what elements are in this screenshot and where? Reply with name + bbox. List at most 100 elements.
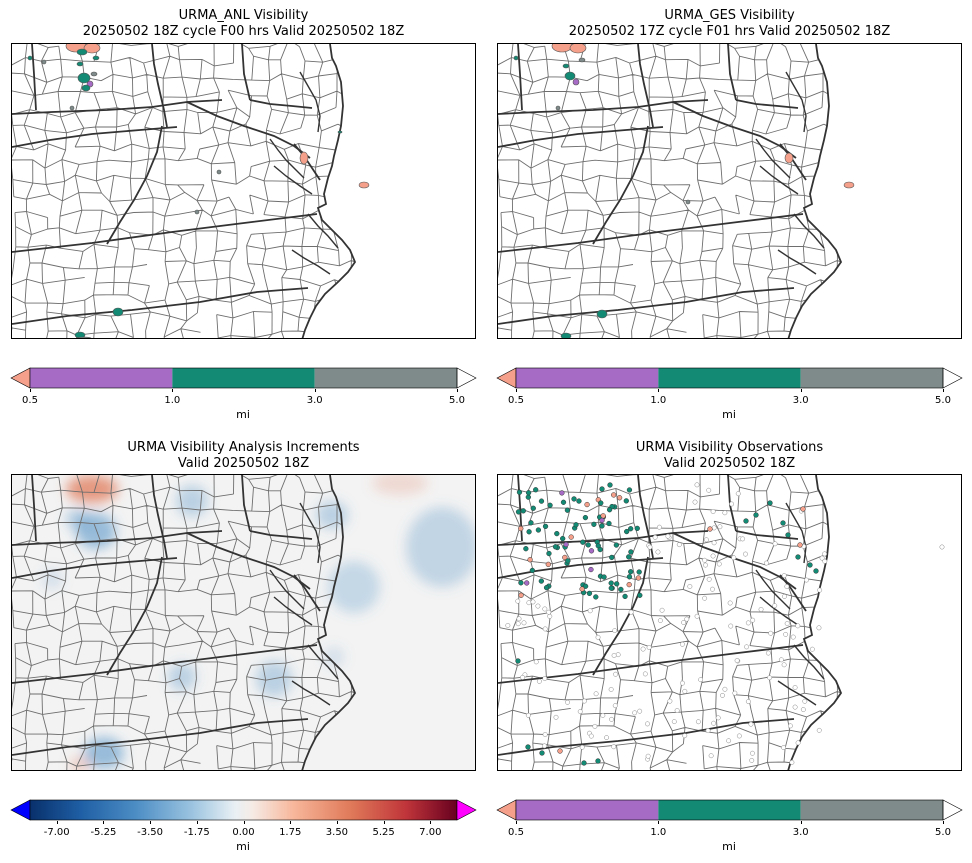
ges-visibility-field xyxy=(513,44,855,338)
anl-low-visibility-area xyxy=(90,71,98,77)
obs-observation-marker xyxy=(702,557,708,563)
obs-observation-marker xyxy=(626,574,633,580)
obs-observation-marker xyxy=(795,623,801,629)
obs-observation-marker xyxy=(554,530,560,537)
inc-increment-blob xyxy=(324,647,344,667)
obs-observation-marker xyxy=(782,593,787,599)
obs-observation-marker xyxy=(530,505,536,511)
obs-map[interactable] xyxy=(497,474,962,771)
anl-low-visibility-area xyxy=(92,55,100,61)
obs-observation-marker xyxy=(647,544,653,550)
obs-observation-marker xyxy=(780,520,786,526)
obs-observation-marker xyxy=(624,528,630,535)
obs-observation-marker xyxy=(571,496,577,502)
ges-colorbar-tick-mark xyxy=(516,389,517,392)
inc-colorbar-tick-mark xyxy=(383,821,385,824)
obs-observation-marker xyxy=(536,678,542,684)
obs-observation-marker xyxy=(710,553,716,559)
anl-low-visibility-area xyxy=(216,169,222,175)
ges-colorbar-tick-label: 5.0 xyxy=(935,395,951,406)
inc-colorbar-over-extension xyxy=(456,799,477,821)
ges-map[interactable] xyxy=(497,43,962,339)
obs-observation-marker xyxy=(772,541,778,547)
obs-observation-marker xyxy=(802,698,808,704)
obs-observation-marker xyxy=(628,609,634,615)
obs-observation-marker xyxy=(635,575,642,581)
ges-colorbar-segment xyxy=(516,368,659,388)
inc-coastline xyxy=(301,475,357,770)
obs-title-line1: URMA Visibility Observations xyxy=(635,440,824,455)
obs-observation-marker xyxy=(608,686,614,692)
ges-colorbar-under-extension xyxy=(496,367,517,389)
obs-station-observations xyxy=(505,482,945,766)
obs-observation-marker xyxy=(611,652,617,658)
obs-observation-marker xyxy=(542,676,548,681)
anl-map[interactable] xyxy=(11,43,476,339)
anl-title: URMA_ANL Visibility 20250502 18Z cycle F… xyxy=(11,8,476,40)
obs-observation-marker xyxy=(588,733,594,739)
obs-observation-marker xyxy=(595,634,601,640)
inc-increment-blob xyxy=(406,507,475,587)
obs-observation-marker xyxy=(565,558,571,564)
obs-observation-marker xyxy=(515,658,521,664)
inc-increment-blob xyxy=(70,757,90,770)
obs-observation-marker xyxy=(599,523,605,529)
anl-colorbar-tick-label: 3.0 xyxy=(306,395,323,406)
obs-observation-marker xyxy=(591,521,597,527)
obs-observation-marker xyxy=(682,733,688,739)
obs-observation-marker xyxy=(681,620,687,625)
obs-observation-marker xyxy=(546,609,552,615)
obs-observation-marker xyxy=(604,735,610,741)
anl-low-visibility-area xyxy=(299,151,309,165)
obs-observation-marker xyxy=(628,549,634,555)
anl-low-visibility-area xyxy=(76,336,92,338)
obs-observation-marker xyxy=(728,623,734,629)
obs-observation-marker xyxy=(655,549,661,555)
obs-observation-marker xyxy=(632,710,638,716)
obs-observation-marker xyxy=(783,631,789,637)
obs-colorbar xyxy=(496,799,963,821)
obs-observation-marker xyxy=(530,599,536,605)
obs-observation-marker xyxy=(553,714,559,720)
ges-low-visibility-area xyxy=(572,78,580,86)
obs-observation-marker xyxy=(598,500,604,506)
obs-observation-marker xyxy=(626,487,633,493)
obs-observation-marker xyxy=(749,757,755,763)
ges-low-visibility-area xyxy=(551,44,573,53)
inc-increment-blob xyxy=(168,663,196,691)
anl-colorbar-tick-label: 5.0 xyxy=(449,395,465,406)
obs-observation-marker xyxy=(505,623,511,628)
obs-observation-marker xyxy=(784,584,790,589)
inc-title-line2: Valid 20250502 18Z xyxy=(177,456,310,471)
obs-observation-marker xyxy=(665,533,671,539)
inc-colorbar-tick-label: 5.25 xyxy=(372,827,395,838)
anl-colorbar-tick-mark xyxy=(457,389,458,392)
obs-observation-marker xyxy=(526,600,532,606)
obs-observation-marker xyxy=(595,758,601,764)
anl-colorbar-tick-mark xyxy=(314,389,316,392)
obs-observation-marker xyxy=(682,688,688,694)
obs-observation-marker xyxy=(562,554,568,561)
anl-low-visibility-area xyxy=(77,72,91,84)
inc-colorbar-tick-label: 3.50 xyxy=(325,827,349,838)
inc-colorbar-tick-mark xyxy=(290,821,292,824)
obs-coastline xyxy=(787,475,843,770)
inc-map[interactable] xyxy=(11,474,476,771)
ges-low-visibility-area xyxy=(564,71,576,81)
obs-observation-marker xyxy=(580,539,586,545)
obs-observation-marker xyxy=(582,514,589,521)
obs-observation-marker xyxy=(767,675,773,681)
obs-observation-marker xyxy=(642,671,648,677)
obs-observation-marker xyxy=(576,498,582,504)
obs-county-boundaries xyxy=(498,475,841,770)
obs-observation-marker xyxy=(515,509,522,515)
obs-observation-marker xyxy=(628,526,634,532)
obs-observation-marker xyxy=(734,658,740,664)
obs-observation-marker xyxy=(706,576,712,582)
inc-increment-blob xyxy=(328,561,380,613)
anl-low-visibility-area xyxy=(74,331,86,338)
inc-colorbar-tick-label: 0.00 xyxy=(232,827,255,838)
obs-observation-marker xyxy=(656,524,662,530)
obs-colorbar-tick-label: 0.5 xyxy=(508,827,524,838)
obs-observation-marker xyxy=(640,646,646,652)
